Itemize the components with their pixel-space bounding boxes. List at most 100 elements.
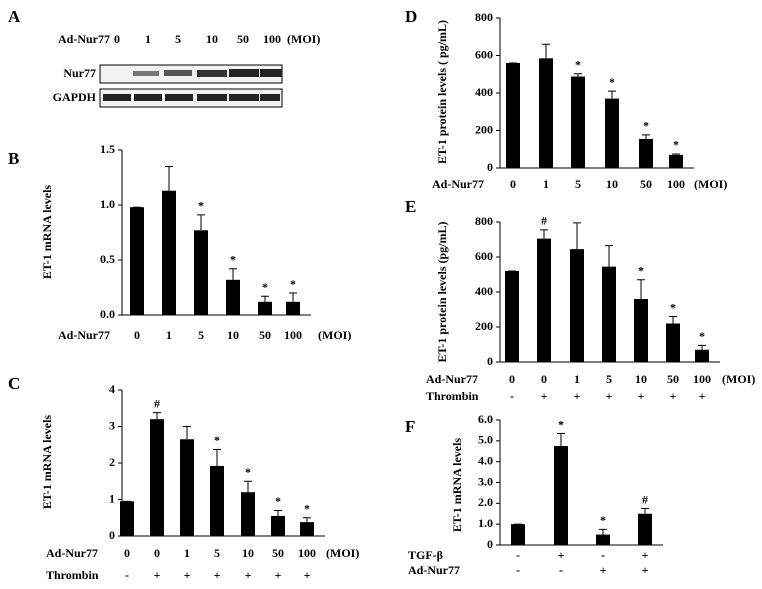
error-bar xyxy=(669,316,677,324)
x-tick-label: + xyxy=(574,389,581,403)
x-tick-label: - xyxy=(559,563,563,577)
y-tick-label: 3 xyxy=(109,418,115,432)
dose-label: 100 xyxy=(263,32,281,46)
significance-marker: * xyxy=(638,264,644,278)
significance-marker: * xyxy=(230,253,236,267)
x-tick-label: 5 xyxy=(198,328,204,342)
x-tick-label: 0 xyxy=(541,372,547,386)
y-tick-label: 0.5 xyxy=(100,252,115,266)
bar xyxy=(539,58,553,168)
bar xyxy=(162,190,176,315)
error-bar xyxy=(672,153,680,155)
x-row-label: Thrombin xyxy=(46,568,99,582)
bar xyxy=(571,76,585,168)
x-tick-label: + xyxy=(541,389,548,403)
x-unit-label: (MOI) xyxy=(722,372,755,386)
x-tick-label: 1 xyxy=(543,177,549,191)
y-axis-label: ET-1 protein levels (pg/mL) xyxy=(435,221,449,362)
error-bar xyxy=(557,433,565,447)
bar xyxy=(226,279,240,315)
x-tick-label: + xyxy=(642,563,649,577)
significance-marker: * xyxy=(214,433,220,447)
band xyxy=(197,70,227,77)
panel-label: C xyxy=(8,374,20,393)
x-unit-label: (MOI) xyxy=(694,177,727,191)
y-tick-label: 1.5 xyxy=(100,142,115,156)
significance-marker: # xyxy=(642,492,648,506)
bar xyxy=(605,98,619,168)
error-bar xyxy=(637,279,645,299)
error-bar xyxy=(213,448,221,466)
y-axis-label: ET-1 protein levels ( pg/mL) xyxy=(435,20,449,164)
band xyxy=(164,70,192,76)
unit-label: (MOI) xyxy=(287,32,320,46)
error-bar xyxy=(608,90,616,99)
bar xyxy=(130,207,144,315)
significance-marker: # xyxy=(154,396,160,410)
error-bar xyxy=(229,268,237,280)
chart: B ET-1 mRNA levels 0.0 0.5 1.0 1.5 Ad-Nur77 0 1 5… xyxy=(8,142,351,342)
y-tick-label: 1.0 xyxy=(478,516,493,530)
band xyxy=(133,71,159,76)
x-tick-label: + xyxy=(184,568,191,582)
error-bar xyxy=(573,222,581,250)
significance-marker: * xyxy=(275,494,281,508)
error-bar xyxy=(641,508,649,514)
x-row-label: Ad-Nur77 xyxy=(426,372,478,386)
x-tick-label: 50 xyxy=(272,546,284,560)
x-tick-label: - xyxy=(601,548,605,562)
x-tick-label: + xyxy=(214,568,221,582)
significance-marker: * xyxy=(670,300,676,314)
x-tick-label: 100 xyxy=(298,546,316,560)
bar xyxy=(570,249,584,362)
bar xyxy=(300,522,314,536)
y-tick-label: 4.0 xyxy=(478,453,493,467)
x-row-label: Ad-Nur77 xyxy=(408,563,460,577)
bar xyxy=(120,501,134,536)
bar xyxy=(150,419,164,536)
error-bar xyxy=(183,426,191,440)
bar xyxy=(666,323,680,362)
x-tick-label: 100 xyxy=(667,177,685,191)
row-label: Nur77 xyxy=(63,66,96,80)
x-tick-label: - xyxy=(510,389,514,403)
row-label: GAPDH xyxy=(53,90,97,104)
error-bar xyxy=(165,166,173,191)
bar xyxy=(194,230,208,315)
band xyxy=(103,94,131,101)
x-tick-label: 100 xyxy=(693,372,711,386)
error-bar xyxy=(540,229,548,239)
y-tick-label: 0 xyxy=(487,354,493,368)
y-tick-label: 3.0 xyxy=(478,474,493,488)
bar xyxy=(602,266,616,362)
significance-marker: * xyxy=(290,277,296,291)
x-row-label: Ad-Nur77 xyxy=(432,177,484,191)
x-tick-label: 10 xyxy=(635,372,647,386)
y-tick-label: 4 xyxy=(109,382,115,396)
chart: F ET-1 mRNA levels 0 1.0 2.0 3.0 4.0 5.0 6.0 TGF-… xyxy=(405,412,663,577)
chart: D ET-1 protein levels ( pg/mL) 0 200 400 600 8… xyxy=(405,7,727,191)
y-tick-label: 800 xyxy=(475,10,493,24)
bar xyxy=(638,513,652,545)
y-tick-label: 2 xyxy=(109,455,115,469)
panel-label: B xyxy=(8,149,19,168)
x-tick-label: + xyxy=(600,563,607,577)
x-tick-label: 1 xyxy=(574,372,580,386)
bar xyxy=(511,524,525,545)
dose-label: 5 xyxy=(175,32,181,46)
y-tick-label: 600 xyxy=(475,47,493,61)
x-tick-label: - xyxy=(516,548,520,562)
x-unit-label: (MOI) xyxy=(318,328,351,342)
bar xyxy=(506,63,520,168)
band xyxy=(229,69,259,77)
error-bar xyxy=(542,43,550,59)
bar xyxy=(596,534,610,545)
bar xyxy=(639,138,653,168)
chart: E ET-1 protein levels (pg/mL) 0 200 400 600 80… xyxy=(405,197,755,403)
significance-marker: * xyxy=(600,513,606,527)
x-tick-label: 50 xyxy=(667,372,679,386)
treatment-label: Ad-Nur77 xyxy=(58,32,110,46)
y-axis-label: ET-1 mRNA levels xyxy=(40,185,54,280)
bar xyxy=(241,492,255,536)
